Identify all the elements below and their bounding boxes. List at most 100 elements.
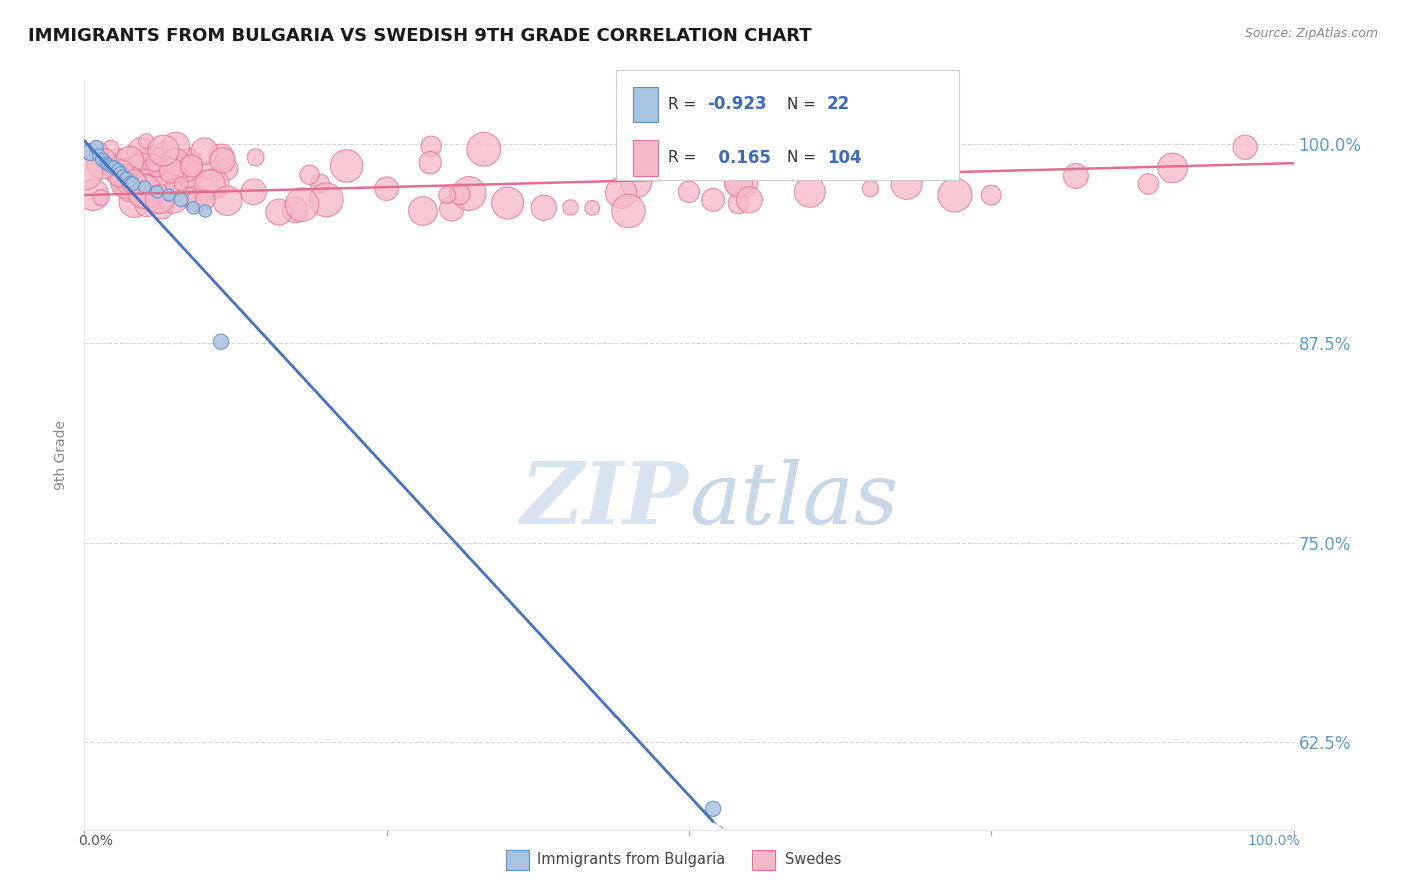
Point [136,185,159,199]
Point [458,186,481,201]
Point [624,175,647,189]
Point [859,182,882,196]
Point [291,197,314,211]
Text: IMMIGRANTS FROM BULGARIA VS SWEDISH 9TH GRADE CORRELATION CHART: IMMIGRANTS FROM BULGARIA VS SWEDISH 9TH … [28,27,811,45]
Point [120,175,142,189]
Point [581,201,603,215]
Text: Swedes: Swedes [785,853,841,867]
Point [82,187,104,202]
Text: -0.923: -0.923 [707,95,766,113]
Point [87,145,110,159]
Point [209,150,232,164]
Point [198,178,221,192]
Point [336,159,359,173]
Point [170,177,193,191]
Point [211,153,233,168]
Text: N =: N = [787,97,821,112]
Point [135,134,157,148]
Point [146,161,169,175]
Point [1234,140,1257,154]
Point [165,161,187,175]
Point [799,185,821,199]
Point [90,191,112,205]
Point [173,159,195,173]
Point [107,163,129,178]
Y-axis label: 9th Grade: 9th Grade [55,420,69,490]
Point [177,167,200,181]
Point [122,175,145,189]
Point [100,142,122,156]
Point [180,159,202,173]
Point [118,153,141,168]
Point [1161,161,1184,175]
Point [87,148,110,162]
Point [197,163,219,178]
Point [98,159,121,173]
Point [610,186,633,200]
Point [162,190,184,204]
Point [650,156,672,170]
Text: 104: 104 [827,149,862,167]
Point [436,188,458,202]
Point [104,161,127,175]
Point [91,153,114,167]
Text: N =: N = [787,151,821,165]
Point [730,174,752,188]
Point [163,154,186,169]
Point [150,153,173,167]
Point [180,194,202,209]
Point [120,179,142,194]
Point [110,166,132,180]
Point [449,187,471,202]
Point [174,180,197,194]
Text: Source: ZipAtlas.com: Source: ZipAtlas.com [1244,27,1378,40]
Point [134,185,156,199]
Point [120,174,142,188]
Point [135,174,157,188]
Point [440,202,463,216]
Point [242,185,264,199]
Point [153,142,176,156]
Point [943,188,966,202]
Point [145,180,167,194]
Point [420,139,443,153]
Point [152,144,174,158]
Point [702,193,724,207]
Point [162,179,184,194]
Point [143,156,166,170]
Point [100,160,122,174]
Point [678,185,700,199]
Point [298,168,321,182]
Point [375,182,398,196]
Point [112,169,135,183]
Text: 100.0%: 100.0% [1247,834,1299,848]
Point [107,162,129,177]
Point [135,198,157,212]
Point [134,180,156,194]
Point [217,194,239,208]
Point [165,139,187,153]
Point [496,196,519,211]
Point [170,193,193,207]
Point [472,142,495,156]
Point [412,204,434,219]
Point [617,204,640,219]
Point [179,154,201,169]
Point [187,194,209,208]
Point [419,155,441,169]
Point [146,185,169,199]
Point [115,175,138,189]
Text: atlas: atlas [689,458,898,541]
Point [980,188,1002,202]
Point [727,196,749,211]
Point [125,154,148,169]
Point [202,177,225,191]
Point [160,163,183,178]
Point [284,202,307,217]
Text: R =: R = [668,151,702,165]
Point [267,205,290,219]
Point [136,177,159,191]
Point [115,173,138,187]
Point [179,190,201,204]
Text: 0.165: 0.165 [707,149,770,167]
